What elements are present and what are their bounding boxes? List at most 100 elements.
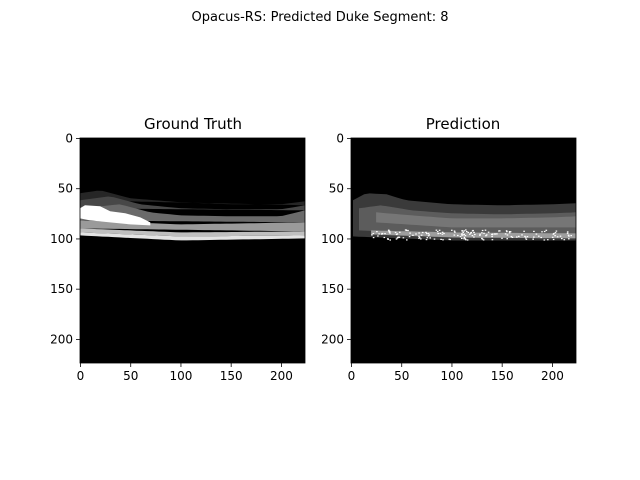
speckle-pixel	[436, 231, 439, 233]
speckle-pixel	[371, 234, 373, 236]
speckle-pixel	[442, 239, 444, 241]
segment-region-2	[376, 212, 576, 228]
subplot-title-ground-truth: Ground Truth	[144, 115, 242, 133]
speckle-pixel	[439, 232, 442, 234]
speckle-pixel	[479, 234, 481, 236]
speckle-pixel	[474, 233, 476, 236]
speckle-pixel	[461, 230, 464, 232]
speckle-pixel	[567, 234, 570, 236]
speckle-pixel	[426, 237, 429, 239]
speckle-pixel	[441, 231, 444, 233]
speckle-pixel	[418, 237, 420, 239]
speckle-pixel	[384, 233, 386, 235]
speckle-pixel	[561, 238, 563, 240]
speckle-pixel	[415, 233, 417, 235]
segment-region-0	[80, 190, 305, 206]
speckle-pixel	[556, 236, 559, 238]
speckle-pixel	[418, 236, 421, 238]
speckle-pixel	[538, 235, 540, 237]
speckle-pixel	[386, 238, 389, 240]
speckle-pixel	[491, 239, 494, 241]
speckle-pixel	[499, 230, 501, 232]
speckle-pixel	[471, 235, 474, 237]
y-tick-label: 150	[50, 282, 73, 296]
speckle-pixel	[402, 237, 405, 239]
speckle-pixel	[378, 233, 380, 235]
speckle-pixel	[469, 233, 471, 235]
speckle-pixel	[473, 236, 475, 238]
speckle-pixel	[449, 238, 451, 241]
speckle-pixel	[479, 233, 481, 235]
segment-region-6	[80, 205, 151, 226]
speckle-pixel	[524, 237, 527, 239]
speckle-pixel	[412, 234, 414, 236]
speckle-pixel	[389, 239, 391, 241]
speckle-pixel	[460, 234, 463, 236]
speckle-pixel	[448, 238, 451, 240]
speckle-pixel	[563, 239, 566, 241]
speckle-pixel	[398, 236, 400, 238]
axes-frame	[79, 137, 306, 364]
y-tick-label: 150	[321, 282, 344, 296]
speckle-pixel	[464, 235, 467, 237]
y-tick-label: 50	[329, 182, 344, 196]
speckle-pixel	[551, 236, 554, 238]
y-tick-label: 50	[58, 182, 73, 196]
speckle-pixel	[461, 237, 463, 239]
speckle-pixel	[510, 235, 513, 238]
speckle-pixel	[428, 234, 430, 236]
speckle-pixel	[454, 231, 456, 233]
speckle-pixel	[506, 234, 509, 236]
segment-region-5	[80, 232, 305, 241]
speckle-pixel	[405, 229, 407, 231]
speckle-pixel	[485, 235, 487, 237]
speckle-pixel	[462, 231, 464, 233]
speckle-pixel	[470, 232, 472, 234]
speckle-pixel	[426, 233, 428, 235]
speckle-pixel	[388, 231, 391, 233]
speckle-pixel	[526, 236, 529, 238]
speckle-pixel	[559, 235, 562, 237]
x-tick-label: 50	[394, 369, 409, 383]
x-tick-label: 150	[220, 369, 243, 383]
speckle-pixel	[427, 232, 430, 235]
speckle-pixel	[533, 236, 535, 238]
speckle-pixel	[484, 229, 487, 231]
speckle-pixel	[457, 234, 459, 237]
speckle-pixel	[376, 231, 378, 233]
speckle-pixel	[443, 232, 445, 235]
speckle-pixel	[389, 232, 391, 234]
speckle-pixel	[552, 233, 555, 235]
speckle-pixel	[491, 236, 493, 238]
speckle-pixel	[568, 235, 570, 237]
speckle-pixel	[505, 230, 508, 232]
y-tick-label: 200	[50, 332, 73, 346]
x-tick-label: 50	[123, 369, 138, 383]
image-background	[351, 138, 576, 363]
speckle-pixel	[464, 238, 467, 240]
speckle-pixel	[541, 231, 543, 233]
speckle-pixel	[473, 231, 475, 233]
speckle-pixel	[429, 237, 431, 239]
speckle-pixel	[433, 238, 436, 240]
x-tick-label: 100	[169, 369, 192, 383]
subplot-prediction: Prediction 0 50 100 150 200 0 50 100 150 200	[321, 115, 577, 383]
y-tick-label: 200	[321, 332, 344, 346]
speckle-pixel	[418, 232, 420, 234]
speckle-pixel	[501, 237, 503, 239]
speckle-pixel	[407, 229, 409, 232]
speckle-pixel	[394, 231, 397, 234]
speckle-pixel	[396, 233, 399, 235]
speckle-pixel	[524, 235, 526, 237]
speckle-pixel	[535, 233, 538, 235]
speckle-pixel	[441, 233, 444, 235]
speckle-pixel	[554, 232, 557, 234]
subplot-ground-truth: Ground Truth 0 50 100 150 200 0 50 100 150 200	[50, 115, 306, 383]
speckle-pixel	[481, 229, 484, 232]
speckle-pixel	[463, 233, 465, 235]
y-tick-label: 100	[50, 232, 73, 246]
speckle-pixel	[508, 231, 511, 233]
speckle-pixel	[397, 236, 399, 238]
speckle-pixel	[406, 239, 408, 241]
x-tick-label: 100	[440, 369, 463, 383]
